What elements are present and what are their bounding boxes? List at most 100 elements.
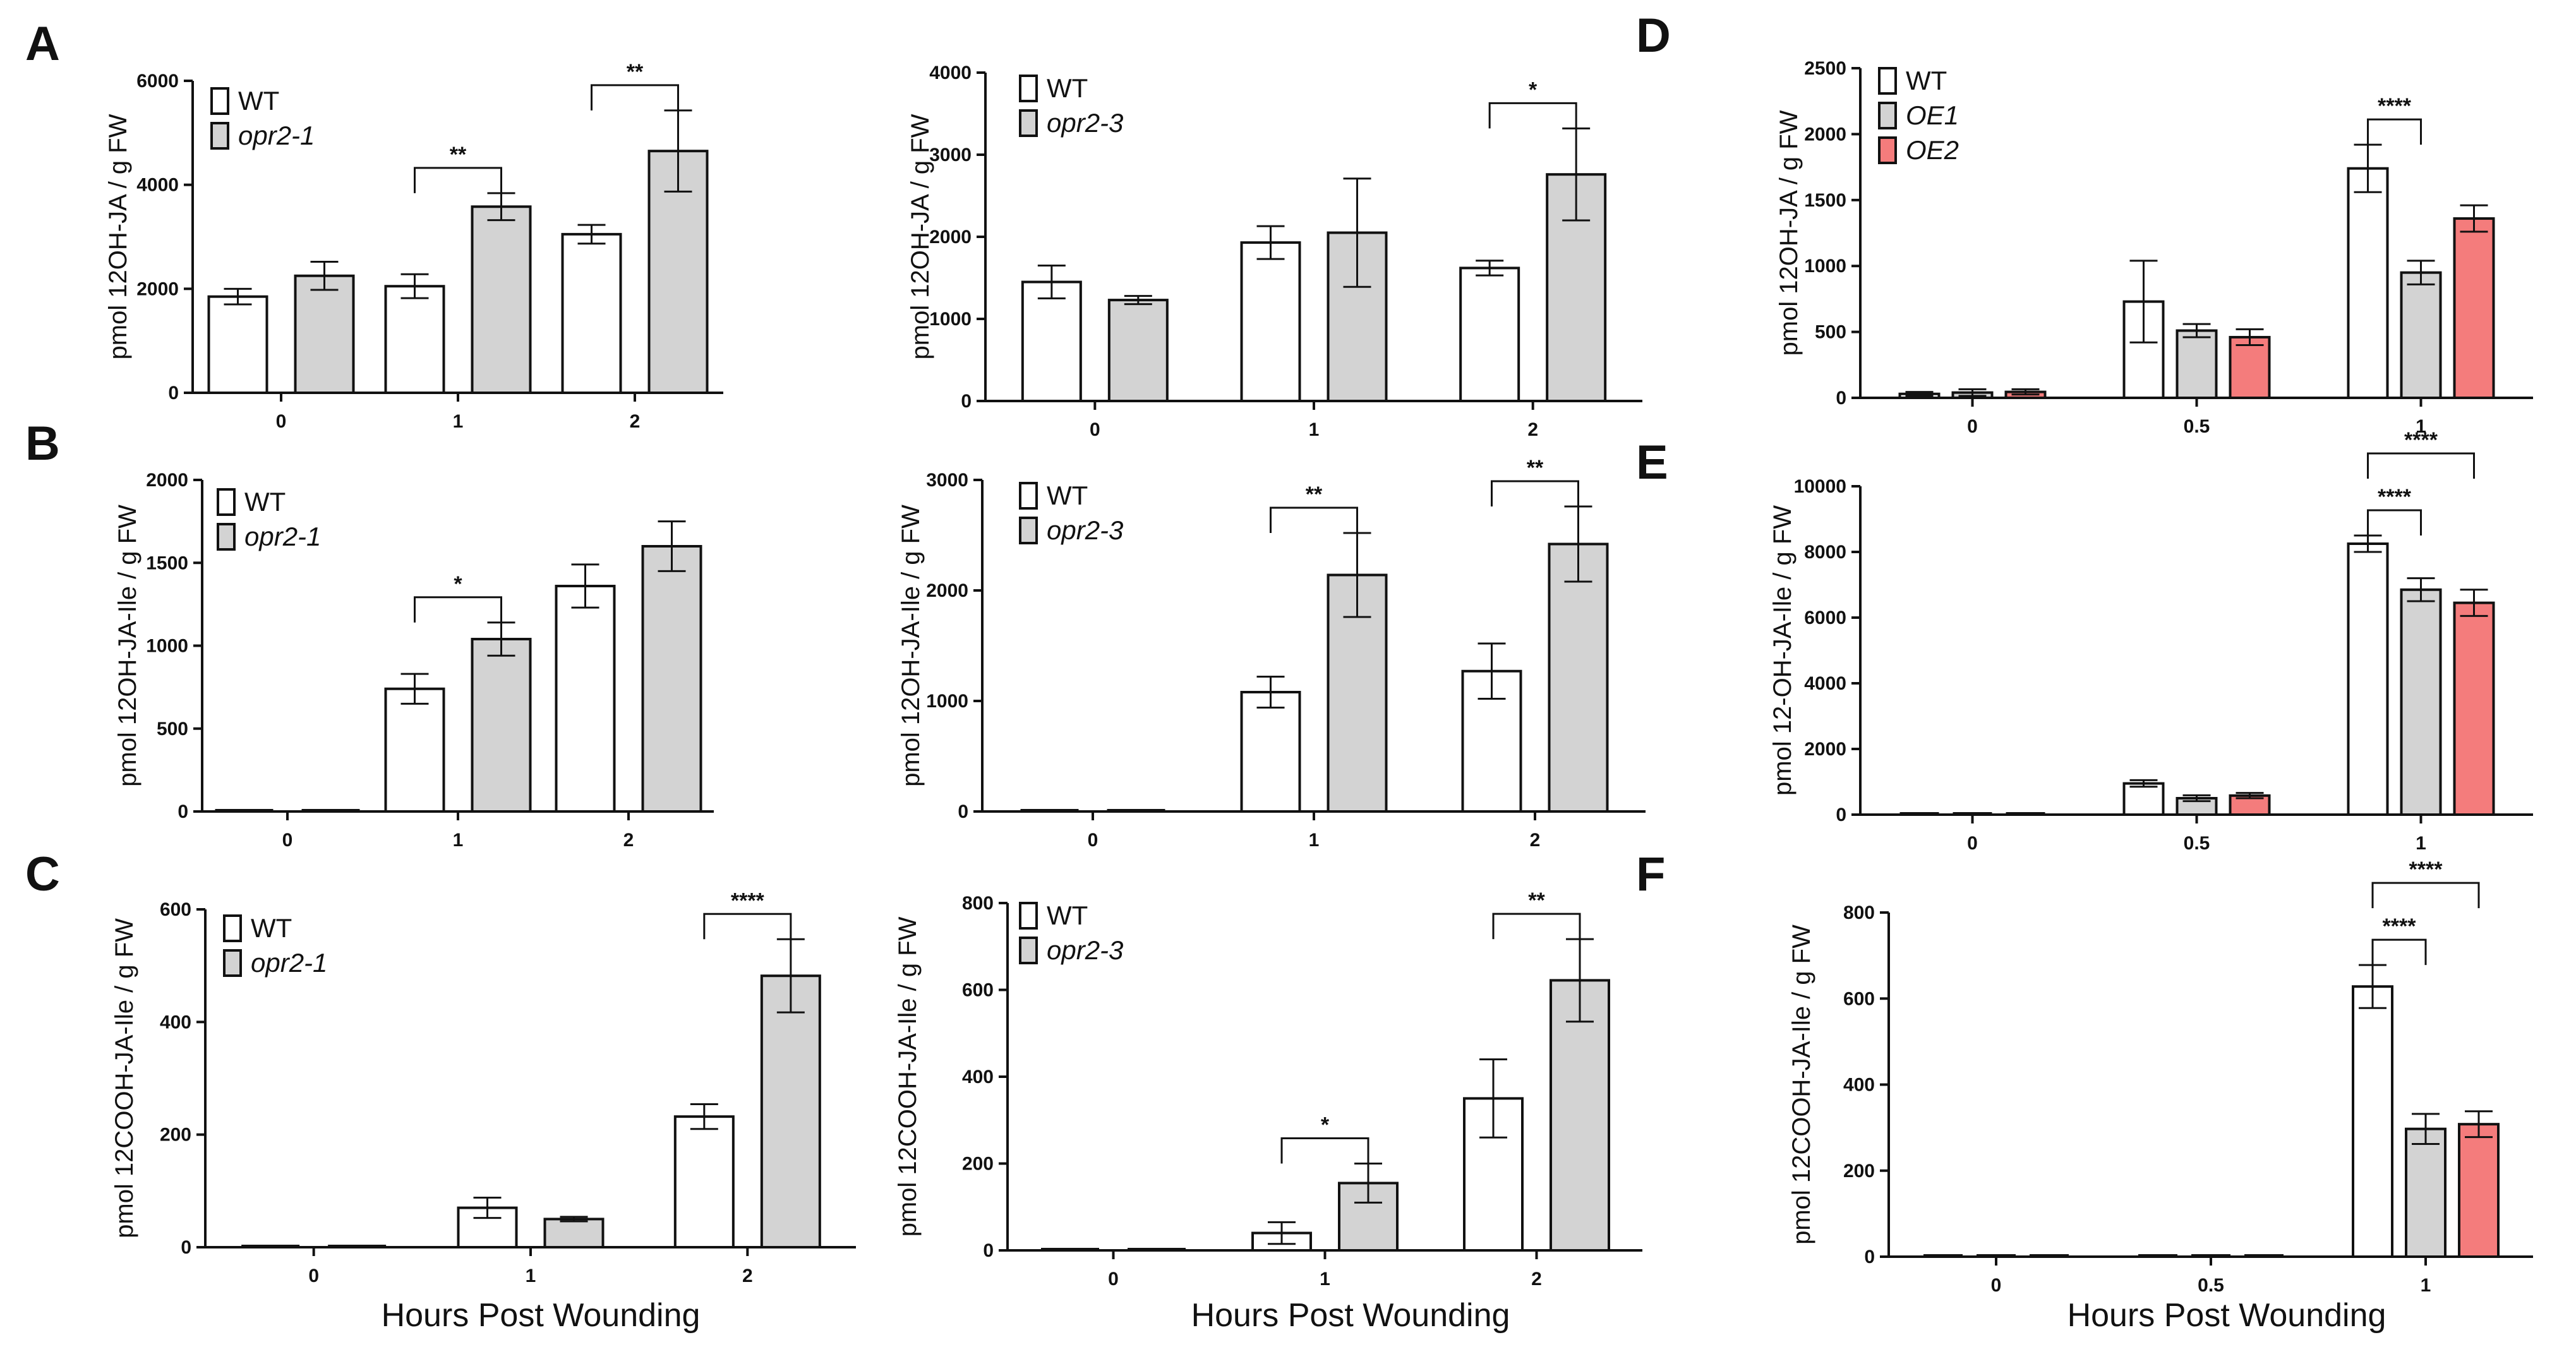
significance-bracket <box>414 596 502 623</box>
bar-OE2-1 <box>2453 601 2495 816</box>
y-tick-label: 1000 <box>146 636 188 657</box>
y-tick-label: 400 <box>962 1067 994 1087</box>
significance-bracket <box>1491 480 1579 506</box>
significance-bracket <box>1492 913 1581 940</box>
panel-letter: E <box>1636 436 1668 489</box>
legend-label: opr2-1 <box>251 948 327 978</box>
legend-label: WT <box>251 913 292 943</box>
bar-WT-0.5 <box>2122 782 2165 816</box>
legend-label: WT <box>238 86 279 116</box>
bar-WT-0 <box>207 295 268 394</box>
y-tick-label: 200 <box>160 1125 191 1146</box>
chart-panel-9: F 0 200 400 600 800 pmol 12COOH-JA-Ile / g FW 0… <box>1636 847 2533 1296</box>
y-tick-label: 1500 <box>146 553 188 573</box>
bar-opr2-1-1 <box>543 1218 605 1248</box>
y-tick-label: 0 <box>1836 388 1846 409</box>
y-tick-label: 0 <box>178 801 188 822</box>
x-tick-label: 2 <box>1530 830 1541 851</box>
significance-label: **** <box>2404 428 2438 452</box>
y-tick-label: 1500 <box>1804 190 1846 211</box>
significance-bracket <box>703 913 792 940</box>
significance-label: ** <box>450 143 467 167</box>
y-tick-label: 600 <box>160 899 191 920</box>
x-tick-label: 2 <box>742 1266 753 1286</box>
legend-label: OE1 <box>1906 100 1959 130</box>
bar-WT-2 <box>555 585 616 813</box>
legend-swatch <box>217 523 236 551</box>
bar-WT-2 <box>1461 669 1522 813</box>
significance-label: **** <box>2378 94 2412 118</box>
significance-label: * <box>1529 78 1538 102</box>
x-tick-label: 0.5 <box>2198 1275 2224 1296</box>
legend-label: opr2-1 <box>244 522 321 551</box>
x-tick-label: 1 <box>1309 830 1320 851</box>
chart-panel-3: D 0 500 1000 1500 2000 2500 pmol 12OH-JA / g FW… <box>1636 9 2533 437</box>
x-tick-label: 2 <box>623 830 634 851</box>
x-tick-label: 0 <box>276 411 287 432</box>
bar-WT-2 <box>673 1115 735 1248</box>
y-tick-label: 10000 <box>1794 476 1846 497</box>
y-tick-label: 0 <box>961 391 972 412</box>
x-tick-label: 0 <box>308 1266 319 1286</box>
x-tick-label: 1 <box>2421 1275 2431 1296</box>
y-tick-label: 0 <box>1836 805 1846 825</box>
y-tick-label: 2000 <box>146 470 188 491</box>
y-tick-label: 2000 <box>1804 739 1846 760</box>
legend-swatch <box>1878 67 1897 95</box>
significance-bracket <box>2367 118 2422 145</box>
significance-label: **** <box>2383 914 2417 938</box>
significance-label: ** <box>627 60 644 84</box>
legend-label: WT <box>1047 481 1088 510</box>
y-tick-label: 4000 <box>136 175 179 196</box>
legend-swatch <box>1019 482 1038 510</box>
bar-WT-1 <box>2352 985 2393 1259</box>
legend-label: OE2 <box>1906 135 1959 165</box>
y-tick-label: 2000 <box>926 580 968 601</box>
y-tick-label: 4000 <box>929 63 972 83</box>
x-tick-label: 1 <box>2416 416 2426 437</box>
bar-WT-1 <box>384 687 445 813</box>
y-tick-label: 1000 <box>1804 256 1846 277</box>
x-tick-label: 0.5 <box>2184 416 2210 437</box>
significance-bracket <box>1270 506 1358 533</box>
y-tick-label: 2500 <box>1804 58 1846 79</box>
bar-OE2-0.5 <box>2229 335 2271 400</box>
bar-OE1-1 <box>2405 1127 2447 1258</box>
legend-swatch <box>1019 75 1038 102</box>
significance-bracket <box>2367 509 2422 536</box>
x-tick-label: 2 <box>1527 419 1538 440</box>
x-tick-label: 1 <box>2416 833 2426 854</box>
y-tick-label: 2000 <box>136 278 179 299</box>
y-tick-label: 8000 <box>1804 542 1846 563</box>
bar-OE1-1 <box>2400 588 2442 816</box>
y-tick-label: 2000 <box>929 227 972 248</box>
significance-bracket <box>1280 1137 1369 1164</box>
x-tick-label: 0 <box>1967 416 1978 437</box>
y-tick-label: 600 <box>1843 988 1875 1009</box>
legend-label: opr2-3 <box>1047 515 1123 545</box>
y-tick-label: 0 <box>181 1237 191 1258</box>
chart-panel-2: 0 1000 2000 3000 4000 pmol 12OH-JA / g FW 0 1 2 *… <box>906 63 1642 440</box>
legend-swatch <box>1878 102 1897 129</box>
panel-letter: D <box>1636 9 1671 63</box>
y-axis-title: pmol 12COOH-JA-Ile / g FW <box>111 918 138 1238</box>
chart-panel-7: C 0 200 400 600 pmol 12COOH-JA-Ile / g FW 0 1 2 *… <box>25 847 856 1286</box>
significance-bracket <box>2367 452 2475 479</box>
bar-opr2-1-1 <box>471 638 532 813</box>
legend-label: WT <box>1047 901 1088 930</box>
x-tick-label: 1 <box>1320 1269 1330 1290</box>
bar-opr2-3-0 <box>1107 299 1169 402</box>
y-tick-label: 0 <box>1864 1247 1875 1267</box>
bar-opr2-1-2 <box>641 545 702 813</box>
significance-label: ** <box>1528 889 1545 913</box>
y-tick-label: 6000 <box>136 71 179 92</box>
x-tick-label: 0 <box>282 830 293 851</box>
y-axis-title: pmol 12OH-JA-Ile / g FW <box>114 505 141 787</box>
y-tick-label: 1000 <box>926 691 968 712</box>
legend-swatch <box>217 488 236 516</box>
x-tick-label: 0 <box>1967 833 1978 854</box>
x-tick-label: 1 <box>1309 419 1320 440</box>
